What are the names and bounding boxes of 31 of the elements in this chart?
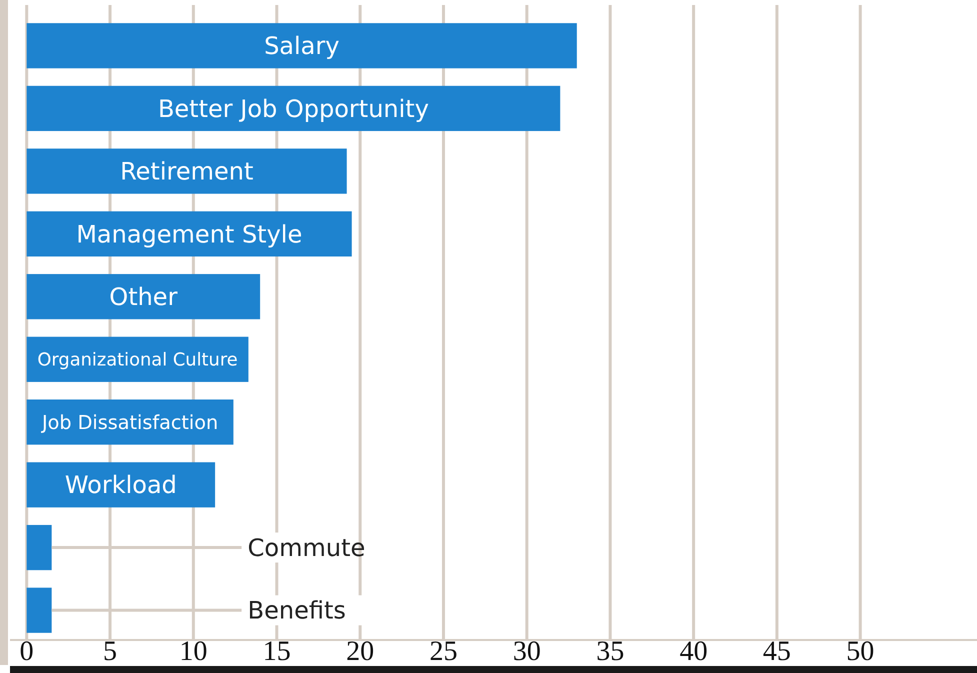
- y-tick-label: Workload: [64, 471, 177, 500]
- y-tick-label: Salary: [264, 32, 340, 60]
- bar: [26, 86, 560, 132]
- x-tick-label: 50: [846, 636, 874, 667]
- bar: [26, 336, 248, 382]
- y-tick-label: Management Style: [76, 220, 302, 248]
- bar: [26, 211, 352, 256]
- x-tick-label: 0: [20, 636, 34, 667]
- y-tick-label: Better Job Opportunity: [158, 94, 429, 123]
- y-tick-label: Other: [109, 283, 178, 312]
- y-tick-label: Commute: [248, 534, 366, 562]
- bar: [26, 524, 52, 570]
- bar: [26, 274, 260, 320]
- x-tick-label: 15: [262, 636, 291, 667]
- x-tick-label: 25: [429, 636, 458, 667]
- x-tick-label: 10: [179, 636, 208, 667]
- bar: [26, 148, 347, 194]
- y-tick-label: Organizational Culture: [37, 350, 238, 371]
- x-tick-label: 20: [346, 636, 374, 667]
- x-tick-label: 5: [103, 636, 118, 667]
- x-tick-label: 35: [596, 636, 624, 667]
- bar: [26, 400, 234, 445]
- x-tick-label: 40: [680, 636, 708, 667]
- y-tick-label: Retirement: [120, 158, 254, 186]
- y-tick-label: Job Dissatisfaction: [40, 410, 218, 434]
- bar: [26, 23, 577, 68]
- bar: [26, 588, 52, 633]
- y-tick-label: Benefits: [248, 596, 346, 625]
- x-tick-label: 30: [512, 636, 541, 667]
- bar: [26, 462, 216, 508]
- x-tick-label: 45: [762, 636, 791, 667]
